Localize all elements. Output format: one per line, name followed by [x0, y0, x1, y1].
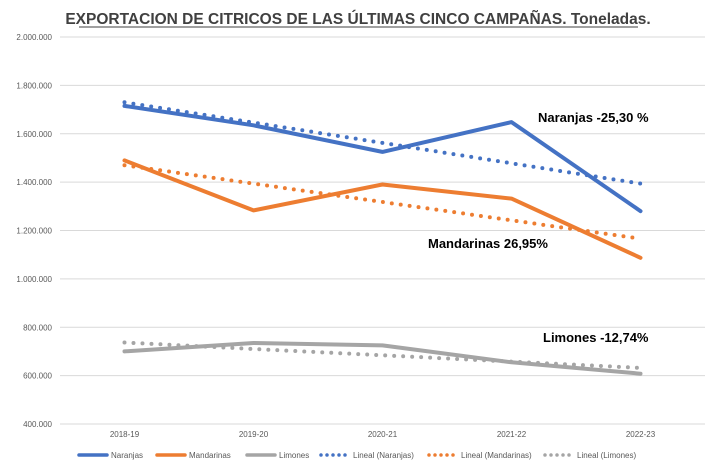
x-tick-label: 2020-21 [368, 430, 398, 439]
series-line-naranjas [122, 103, 643, 214]
y-tick-label: 600.000 [23, 372, 52, 381]
y-tick-label: 400.000 [23, 420, 52, 429]
series-line-limones [122, 341, 643, 376]
y-tick-label: 1.400.000 [16, 178, 52, 187]
annotation-naranjas: Naranjas -25,30 % [538, 110, 649, 125]
legend-label: Limones [279, 451, 309, 460]
legend-label: Lineal (Limones) [577, 451, 636, 460]
series-line-lineal-naranjas [122, 100, 643, 186]
x-tick-label: 2021-22 [497, 430, 527, 439]
annotation-limones: Limones -12,74% [543, 330, 649, 345]
gridlines [60, 36, 705, 425]
y-tick-label: 2.000.000 [16, 33, 52, 42]
y-tick-label: 800.000 [23, 323, 52, 332]
series-line-lineal-limones [122, 340, 643, 370]
y-tick-label: 1.600.000 [16, 130, 52, 139]
x-axis-ticks: 2018-19 2019-20 2020-21 2021-22 2022-23 [110, 430, 656, 439]
series-line-lineal-mandarinas [122, 163, 643, 241]
series-layer [122, 100, 643, 376]
y-tick-label: 1.000.000 [16, 275, 52, 284]
legend-label: Naranjas [111, 451, 143, 460]
x-tick-label: 2018-19 [110, 430, 140, 439]
y-axis-ticks: 400.000 600.000 800.000 1.000.000 1.200.000 1… [16, 33, 52, 429]
legend-label: Lineal (Naranjas) [353, 451, 414, 460]
chart-title: EXPORTACION DE CITRICOS DE LAS ÚLTIMAS C… [65, 10, 650, 28]
series-line-mandarinas [122, 158, 643, 260]
legend: Naranjas Mandarinas Limones Lineal (Naranja… [77, 451, 636, 460]
x-tick-label: 2022-23 [626, 430, 656, 439]
legend-label: Mandarinas [189, 451, 231, 460]
annotation-mandarinas: Mandarinas 26,95% [428, 236, 548, 251]
x-tick-label: 2019-20 [239, 430, 269, 439]
y-tick-label: 1.200.000 [16, 227, 52, 236]
legend-label: Lineal (Mandarinas) [461, 451, 532, 460]
y-tick-label: 1.800.000 [16, 81, 52, 90]
